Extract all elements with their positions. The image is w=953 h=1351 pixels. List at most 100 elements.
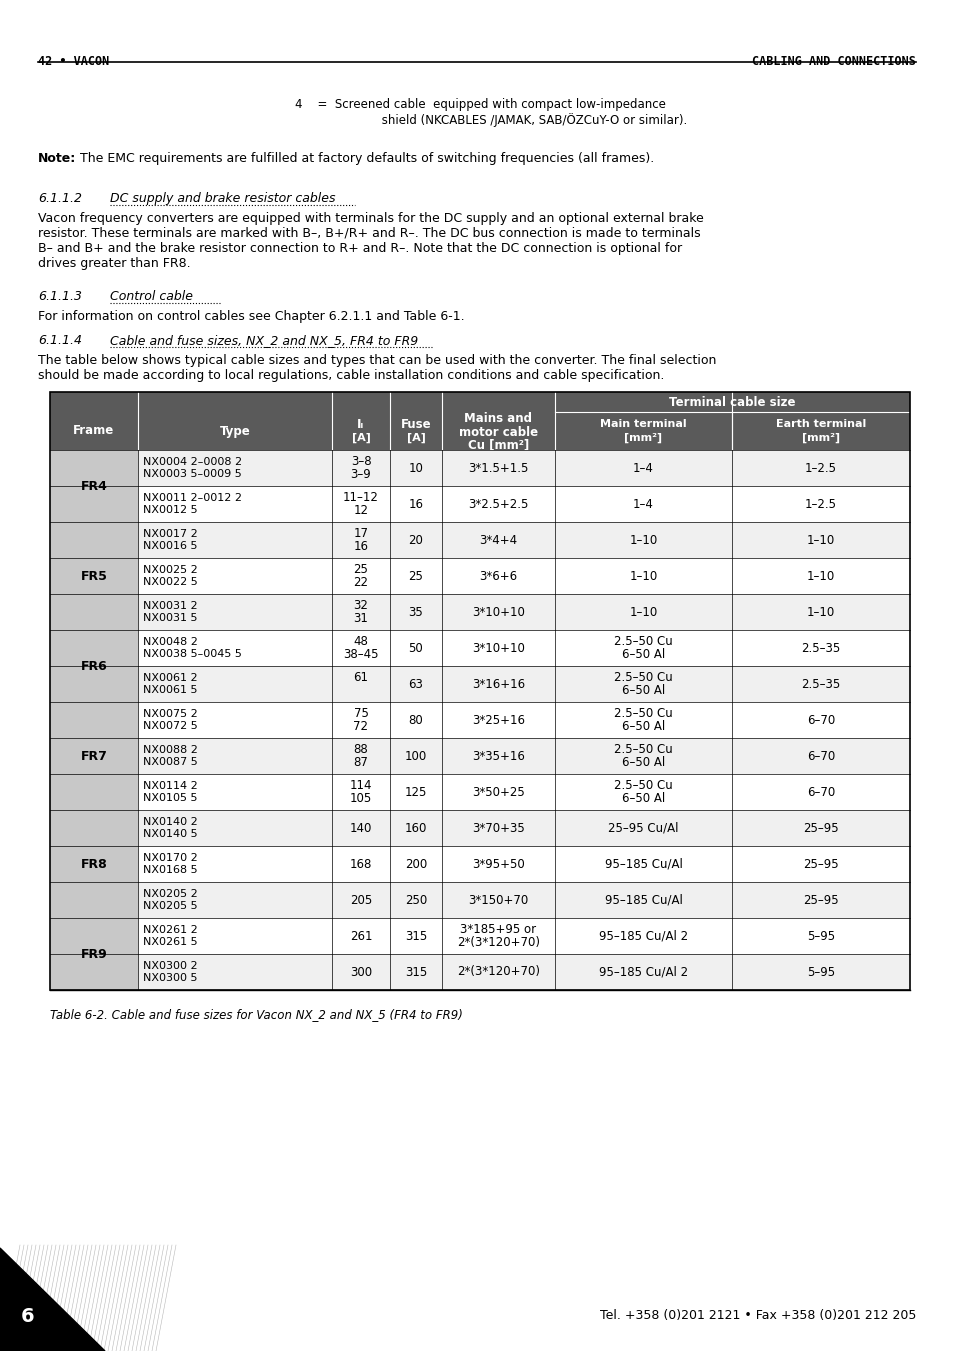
Text: 250: 250 bbox=[404, 893, 427, 907]
Bar bbox=[50, 558, 138, 594]
Text: 95–185 Cu/Al: 95–185 Cu/Al bbox=[604, 858, 681, 870]
Text: 1–2.5: 1–2.5 bbox=[804, 462, 836, 474]
Text: 16: 16 bbox=[354, 539, 368, 553]
Text: 1–10: 1–10 bbox=[629, 534, 657, 547]
Text: NX0300 2: NX0300 2 bbox=[143, 961, 197, 971]
Text: 3*35+16: 3*35+16 bbox=[472, 750, 524, 762]
Text: 6–50 Al: 6–50 Al bbox=[621, 684, 664, 697]
Bar bbox=[138, 594, 909, 630]
Text: DC supply and brake resistor cables: DC supply and brake resistor cables bbox=[110, 192, 335, 205]
Text: 16: 16 bbox=[408, 497, 423, 511]
Text: NX0061 5: NX0061 5 bbox=[143, 685, 197, 696]
Text: 87: 87 bbox=[354, 755, 368, 769]
Bar bbox=[138, 558, 909, 594]
Text: FR9: FR9 bbox=[81, 947, 108, 961]
Text: 4    =  Screened cable  equipped with compact low-impedance: 4 = Screened cable equipped with compact… bbox=[294, 99, 665, 111]
Text: 1–2.5: 1–2.5 bbox=[804, 497, 836, 511]
Text: 3*70+35: 3*70+35 bbox=[472, 821, 524, 835]
Text: 3–8: 3–8 bbox=[351, 455, 371, 469]
Text: 1–10: 1–10 bbox=[806, 534, 834, 547]
Text: 25–95: 25–95 bbox=[802, 858, 838, 870]
Text: FR4: FR4 bbox=[80, 480, 108, 493]
Bar bbox=[50, 630, 138, 666]
Text: NX0072 5: NX0072 5 bbox=[143, 721, 197, 731]
Text: 63: 63 bbox=[408, 677, 423, 690]
Text: 1–10: 1–10 bbox=[806, 570, 834, 582]
Text: 125: 125 bbox=[404, 785, 427, 798]
Text: 6–70: 6–70 bbox=[806, 750, 834, 762]
Text: 12: 12 bbox=[354, 504, 368, 516]
Text: Control cable: Control cable bbox=[110, 290, 193, 303]
Text: 2.5–35: 2.5–35 bbox=[801, 642, 840, 654]
Text: 6–50 Al: 6–50 Al bbox=[621, 720, 664, 732]
Text: [mm²]: [mm²] bbox=[801, 432, 840, 443]
Text: 2.5–50 Cu: 2.5–50 Cu bbox=[614, 780, 672, 793]
Bar bbox=[50, 811, 138, 846]
Text: FR5: FR5 bbox=[80, 570, 108, 582]
Text: 17: 17 bbox=[354, 527, 368, 540]
Text: NX0016 5: NX0016 5 bbox=[143, 542, 197, 551]
Bar bbox=[50, 846, 138, 882]
Text: [mm²]: [mm²] bbox=[624, 432, 662, 443]
Bar bbox=[138, 811, 909, 846]
Text: FR8: FR8 bbox=[81, 858, 108, 870]
Text: 25–95: 25–95 bbox=[802, 821, 838, 835]
Text: 6–50 Al: 6–50 Al bbox=[621, 755, 664, 769]
Text: 105: 105 bbox=[350, 792, 372, 805]
Text: 31: 31 bbox=[354, 612, 368, 624]
Text: 2.5–50 Cu: 2.5–50 Cu bbox=[614, 635, 672, 648]
Bar bbox=[138, 738, 909, 774]
Bar bbox=[50, 392, 909, 450]
Text: Table 6-2. Cable and fuse sizes for Vacon NX_2 and NX_5 (FR4 to FR9): Table 6-2. Cable and fuse sizes for Vaco… bbox=[50, 1008, 462, 1021]
Text: NX0105 5: NX0105 5 bbox=[143, 793, 197, 802]
Text: Fuse: Fuse bbox=[400, 417, 431, 431]
Text: 25: 25 bbox=[408, 570, 423, 582]
Text: 6: 6 bbox=[21, 1306, 34, 1325]
Text: 2*(3*120+70): 2*(3*120+70) bbox=[456, 966, 539, 978]
Text: 3*1.5+1.5: 3*1.5+1.5 bbox=[468, 462, 528, 474]
Bar bbox=[50, 392, 909, 990]
Text: Tel. +358 (0)201 2121 • Fax +358 (0)201 212 205: Tel. +358 (0)201 2121 • Fax +358 (0)201 … bbox=[599, 1309, 915, 1323]
Text: 10: 10 bbox=[408, 462, 423, 474]
Text: 1–10: 1–10 bbox=[629, 605, 657, 619]
Text: NX0088 2: NX0088 2 bbox=[143, 744, 197, 755]
Text: 25: 25 bbox=[354, 563, 368, 577]
Text: 6–70: 6–70 bbox=[806, 713, 834, 727]
Text: FR6: FR6 bbox=[81, 659, 108, 673]
Bar bbox=[138, 774, 909, 811]
Text: 2.5–50 Cu: 2.5–50 Cu bbox=[614, 708, 672, 720]
Bar bbox=[138, 882, 909, 917]
Text: NX0061 2: NX0061 2 bbox=[143, 673, 197, 682]
Bar bbox=[50, 450, 138, 521]
Text: Iₗ: Iₗ bbox=[357, 417, 364, 431]
Text: 1–4: 1–4 bbox=[633, 462, 653, 474]
Bar bbox=[50, 738, 138, 774]
Text: Terminal cable size: Terminal cable size bbox=[669, 396, 795, 408]
Text: 3*10+10: 3*10+10 bbox=[472, 642, 524, 654]
Text: NX0261 5: NX0261 5 bbox=[143, 938, 197, 947]
Text: NX0114 2: NX0114 2 bbox=[143, 781, 197, 790]
Bar bbox=[50, 882, 138, 917]
Text: 5–95: 5–95 bbox=[806, 966, 834, 978]
Text: 6–50 Al: 6–50 Al bbox=[621, 792, 664, 805]
Bar bbox=[50, 811, 138, 917]
Bar bbox=[50, 703, 138, 811]
Text: 6–50 Al: 6–50 Al bbox=[621, 647, 664, 661]
Text: NX0003 5–0009 5: NX0003 5–0009 5 bbox=[143, 469, 241, 480]
Text: 3*16+16: 3*16+16 bbox=[472, 677, 524, 690]
Text: 205: 205 bbox=[350, 893, 372, 907]
Bar bbox=[50, 521, 138, 630]
Bar bbox=[50, 917, 138, 954]
Text: NX0168 5: NX0168 5 bbox=[143, 865, 197, 875]
Text: CABLING AND CONNECTIONS: CABLING AND CONNECTIONS bbox=[751, 55, 915, 68]
Text: NX0011 2–0012 2: NX0011 2–0012 2 bbox=[143, 493, 242, 503]
Bar bbox=[138, 846, 909, 882]
Text: 22: 22 bbox=[354, 576, 368, 589]
Polygon shape bbox=[0, 1248, 105, 1351]
Text: 168: 168 bbox=[350, 858, 372, 870]
Bar bbox=[50, 594, 138, 630]
Text: 1–4: 1–4 bbox=[633, 497, 653, 511]
Text: For information on control cables see Chapter 6.2.1.1 and Table 6-1.: For information on control cables see Ch… bbox=[38, 309, 464, 323]
Text: NX0140 2: NX0140 2 bbox=[143, 817, 197, 827]
Text: 3*25+16: 3*25+16 bbox=[472, 713, 524, 727]
